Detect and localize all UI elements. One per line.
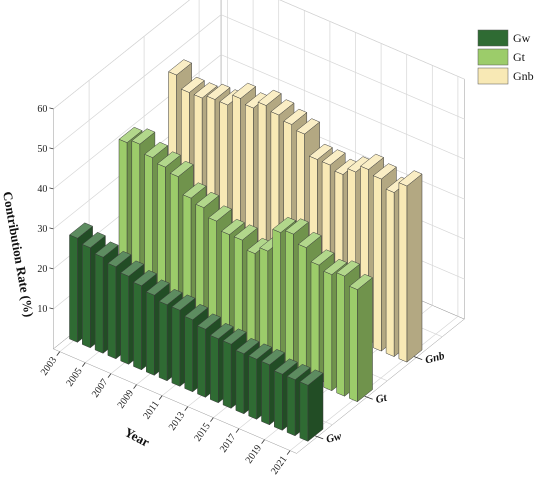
bar-front-face — [261, 361, 270, 426]
bar-front-face — [248, 355, 257, 420]
bar-front-face — [299, 381, 309, 442]
bar-front-face — [69, 234, 78, 343]
z-tick-mark-0 — [315, 435, 324, 440]
y-tick-label-2: 30 — [37, 224, 47, 235]
legend-label-gt: Gt — [513, 50, 526, 64]
y-tick-label-3: 40 — [37, 184, 47, 195]
bar-front-face — [197, 325, 206, 398]
y-tick-mark-5 — [49, 107, 54, 110]
y-tick-mark-3 — [49, 187, 54, 190]
x-tick-mark-8 — [261, 439, 265, 444]
y-tick-label-5: 60 — [37, 104, 47, 115]
bar-front-face — [133, 282, 142, 371]
grid-left-5 — [53, 0, 191, 110]
bar-front-face — [82, 244, 91, 349]
x-tick-label-9: 2021 — [269, 454, 289, 477]
x-tick-label-5: 2013 — [167, 410, 187, 433]
grid-back-3 — [220, 54, 465, 160]
y-tick-mark-1 — [49, 267, 54, 270]
bar-front-face — [235, 350, 245, 415]
x-tick-mark-6 — [210, 417, 214, 422]
bar-front-face — [222, 340, 232, 409]
y-axis-title: Contribution Rate (%) — [0, 190, 37, 318]
bar-front-face — [210, 335, 219, 404]
x-tick-label-1: 2005 — [64, 366, 84, 389]
bar-front-face — [385, 188, 395, 357]
bar-front-face — [272, 229, 281, 369]
bar-gnb-2021 — [398, 170, 423, 363]
x-tick-mark-4 — [158, 395, 163, 400]
z-tick-label-gw: Gw — [325, 430, 344, 446]
x-tick-mark-3 — [133, 384, 137, 389]
x-tick-mark-7 — [235, 428, 240, 433]
grid-left-4 — [53, 14, 222, 150]
x-tick-label-3: 2009 — [116, 388, 136, 411]
x-axis-title: Year — [122, 424, 152, 450]
legend: Gw Gt Gnb — [477, 29, 534, 85]
bar-front-face — [184, 316, 193, 393]
bar-front-face — [146, 291, 155, 376]
x-tick-label-8: 2019 — [244, 443, 264, 466]
bar-front-face — [336, 272, 345, 397]
bar-front-face — [285, 230, 294, 375]
legend-swatch-gw — [477, 29, 509, 47]
bar-front-face — [286, 376, 296, 437]
x-tick-label-0: 2003 — [39, 355, 59, 378]
bar-side-face — [357, 277, 373, 402]
bar-front-face — [349, 286, 358, 402]
bar-front-face — [373, 175, 382, 352]
legend-swatch-gt — [477, 48, 509, 66]
y-tick-mark-2 — [49, 227, 54, 230]
x-tick-mark-0 — [56, 351, 61, 356]
bar-gw-2021 — [299, 369, 324, 442]
bar-front-face — [171, 306, 181, 387]
z-tick-label-gt: Gt — [374, 392, 389, 407]
bar-front-face — [120, 272, 129, 365]
legend-label-gw: Gw — [513, 31, 531, 45]
grid-back-5 — [279, 0, 465, 80]
z-tick-label-gnb: Gnb — [424, 350, 446, 367]
x-tick-mark-5 — [184, 406, 189, 411]
bar-front-face — [158, 301, 168, 382]
bar-gt-2021 — [349, 273, 373, 402]
y-tick-label-1: 20 — [37, 264, 47, 275]
x-tick-label-4: 2011 — [141, 399, 161, 421]
bar-side-face — [406, 173, 423, 363]
legend-label-gnb: Gnb — [513, 69, 534, 83]
bar-front-face — [94, 253, 104, 354]
x-tick-label-2: 2007 — [90, 377, 110, 400]
bar-front-face — [323, 271, 333, 391]
bar-front-face — [310, 261, 320, 386]
y-tick-mark-0 — [49, 307, 54, 310]
y-tick-label-4: 50 — [37, 144, 47, 155]
legend-swatch-gnb — [477, 67, 509, 85]
grid-back-4 — [220, 14, 465, 120]
grid-left-3 — [53, 54, 222, 190]
bar-front-face — [274, 370, 283, 431]
z-tick-mark-2 — [414, 356, 423, 360]
z-tick-mark-1 — [364, 395, 373, 400]
y-tick-mark-4 — [49, 147, 54, 150]
bar-front-face — [398, 182, 408, 363]
x-tick-mark-1 — [81, 362, 86, 367]
x-tick-mark-2 — [107, 373, 112, 378]
x-tick-label-6: 2015 — [192, 421, 212, 444]
x-tick-label-7: 2017 — [218, 432, 238, 455]
bars — [69, 59, 423, 442]
y-tick-label-0: 10 — [37, 304, 47, 315]
x-tick-mark-9 — [286, 450, 291, 455]
bar-front-face — [297, 244, 307, 380]
bar-front-face — [107, 263, 117, 360]
